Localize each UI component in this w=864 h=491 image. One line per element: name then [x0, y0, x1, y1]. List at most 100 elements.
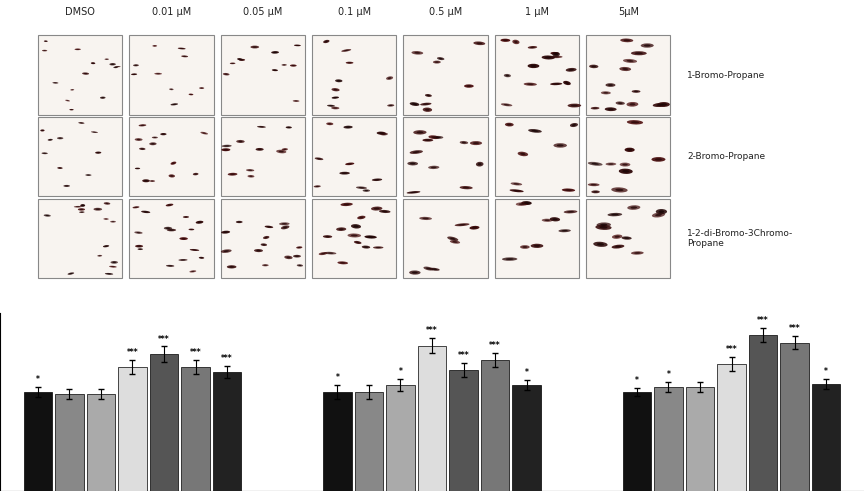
- Ellipse shape: [224, 231, 228, 233]
- Ellipse shape: [419, 217, 432, 220]
- Ellipse shape: [425, 109, 429, 111]
- Ellipse shape: [542, 55, 555, 59]
- Ellipse shape: [295, 45, 299, 46]
- Ellipse shape: [622, 68, 628, 70]
- Ellipse shape: [257, 149, 262, 150]
- Ellipse shape: [184, 217, 187, 218]
- Ellipse shape: [111, 221, 114, 222]
- Ellipse shape: [553, 53, 557, 54]
- Bar: [220, 199, 305, 278]
- Ellipse shape: [552, 52, 560, 56]
- Text: *: *: [524, 368, 529, 377]
- Bar: [749, 335, 778, 491]
- Ellipse shape: [558, 229, 571, 232]
- Text: 0.5 μM: 0.5 μM: [429, 7, 462, 17]
- Ellipse shape: [190, 94, 192, 95]
- Text: ***: ***: [221, 355, 233, 363]
- Ellipse shape: [334, 89, 338, 90]
- Ellipse shape: [545, 56, 551, 58]
- Ellipse shape: [630, 103, 635, 106]
- Ellipse shape: [407, 191, 421, 193]
- Ellipse shape: [592, 65, 596, 67]
- Ellipse shape: [504, 74, 511, 77]
- Ellipse shape: [155, 73, 162, 75]
- Ellipse shape: [520, 245, 530, 249]
- Text: 1-Bromo-Propane: 1-Bromo-Propane: [687, 71, 766, 80]
- Ellipse shape: [325, 41, 328, 42]
- Ellipse shape: [151, 181, 154, 182]
- Ellipse shape: [189, 270, 196, 273]
- Bar: [55, 394, 84, 491]
- Ellipse shape: [504, 104, 510, 106]
- Ellipse shape: [562, 230, 568, 231]
- Ellipse shape: [168, 204, 171, 206]
- Ellipse shape: [410, 102, 419, 106]
- Ellipse shape: [382, 211, 388, 212]
- Ellipse shape: [44, 215, 51, 217]
- Ellipse shape: [431, 166, 436, 168]
- Ellipse shape: [151, 143, 155, 144]
- Ellipse shape: [518, 152, 528, 156]
- Bar: [130, 117, 213, 196]
- Ellipse shape: [608, 164, 613, 165]
- Ellipse shape: [473, 142, 479, 144]
- Ellipse shape: [625, 148, 635, 152]
- Ellipse shape: [459, 224, 466, 225]
- Ellipse shape: [620, 38, 633, 42]
- Ellipse shape: [240, 59, 244, 60]
- Ellipse shape: [614, 236, 619, 238]
- Text: 2-Bromo-Propane: 2-Bromo-Propane: [687, 152, 765, 161]
- Text: 0.1 μM: 0.1 μM: [338, 7, 371, 17]
- Ellipse shape: [79, 209, 83, 210]
- Ellipse shape: [282, 223, 287, 224]
- Ellipse shape: [199, 87, 204, 89]
- Ellipse shape: [257, 126, 266, 128]
- Ellipse shape: [472, 227, 477, 229]
- Ellipse shape: [263, 236, 270, 239]
- Ellipse shape: [100, 97, 105, 99]
- Ellipse shape: [623, 59, 637, 63]
- Bar: [717, 364, 746, 491]
- Ellipse shape: [634, 91, 638, 92]
- Ellipse shape: [411, 51, 423, 55]
- Ellipse shape: [238, 59, 245, 61]
- Ellipse shape: [592, 163, 599, 165]
- Ellipse shape: [202, 133, 206, 134]
- Ellipse shape: [351, 224, 361, 228]
- Ellipse shape: [518, 203, 524, 205]
- Ellipse shape: [227, 265, 237, 269]
- Ellipse shape: [57, 137, 63, 139]
- Ellipse shape: [367, 236, 374, 238]
- Text: ***: ***: [190, 349, 201, 357]
- Ellipse shape: [238, 141, 243, 142]
- Ellipse shape: [295, 101, 298, 102]
- Ellipse shape: [42, 50, 48, 52]
- Ellipse shape: [343, 126, 353, 129]
- Ellipse shape: [149, 142, 156, 145]
- Ellipse shape: [616, 102, 625, 105]
- Ellipse shape: [437, 57, 444, 60]
- Ellipse shape: [528, 64, 539, 68]
- Ellipse shape: [619, 163, 631, 166]
- Ellipse shape: [143, 179, 149, 182]
- Bar: [512, 385, 541, 491]
- Ellipse shape: [415, 52, 420, 54]
- Ellipse shape: [267, 226, 271, 227]
- Ellipse shape: [356, 242, 359, 243]
- Text: ***: ***: [757, 316, 769, 325]
- Ellipse shape: [554, 53, 558, 55]
- Ellipse shape: [188, 94, 194, 95]
- Ellipse shape: [224, 145, 229, 147]
- Ellipse shape: [54, 82, 57, 83]
- Ellipse shape: [141, 148, 144, 149]
- Ellipse shape: [563, 81, 571, 85]
- Bar: [220, 35, 305, 115]
- Ellipse shape: [264, 237, 268, 238]
- Ellipse shape: [627, 149, 632, 151]
- Bar: [403, 117, 488, 196]
- Ellipse shape: [81, 205, 84, 206]
- Ellipse shape: [192, 249, 197, 250]
- Ellipse shape: [622, 164, 627, 165]
- Ellipse shape: [476, 42, 482, 44]
- Ellipse shape: [655, 214, 662, 216]
